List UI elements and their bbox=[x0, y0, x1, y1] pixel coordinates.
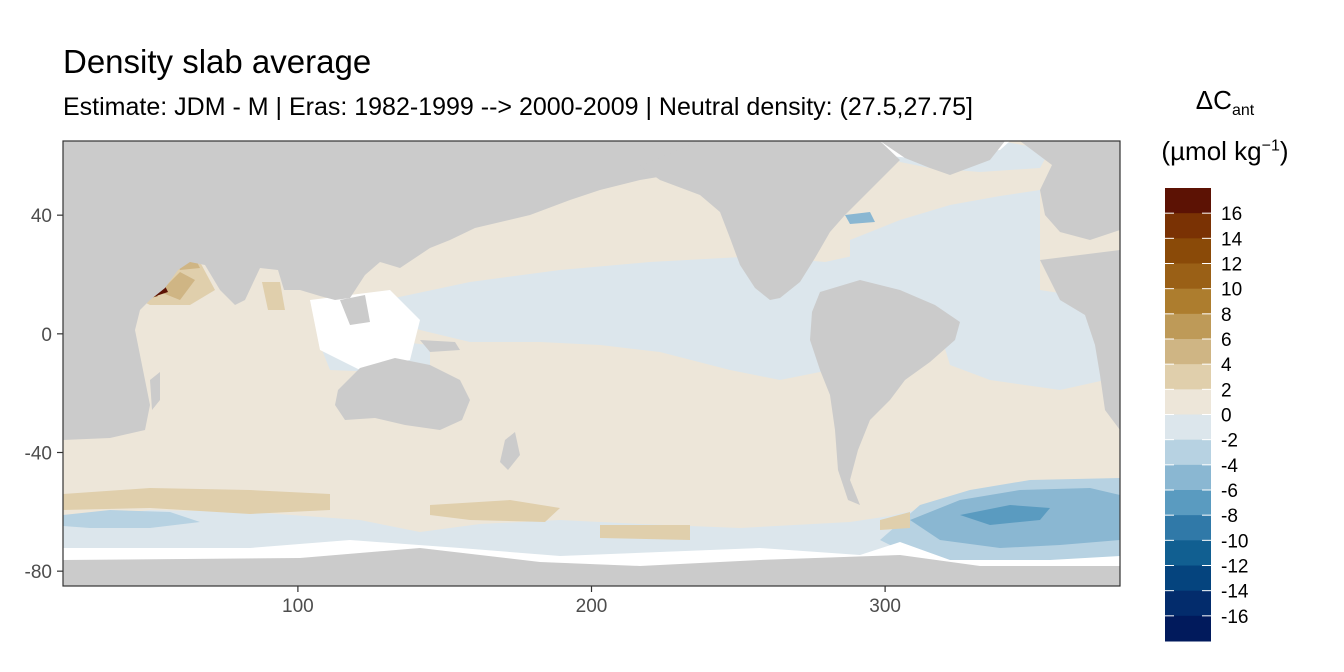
southwest-indian-zone bbox=[63, 510, 200, 528]
legend-label: -14 bbox=[1221, 582, 1249, 603]
legend-color-bin bbox=[1165, 188, 1211, 214]
legend-label: 14 bbox=[1221, 229, 1243, 250]
legend-color-bin bbox=[1165, 364, 1211, 390]
legend-label: 4 bbox=[1221, 355, 1232, 376]
y-tick-label: -80 bbox=[25, 562, 52, 583]
legend-color-bin bbox=[1165, 565, 1211, 592]
legend-title-symbol: ΔC bbox=[1195, 85, 1232, 115]
north-atlantic-zone bbox=[850, 190, 1040, 262]
legend-label: -12 bbox=[1221, 557, 1248, 578]
legend-title-unit: (µmol kg bbox=[1161, 136, 1262, 166]
legend-label: 8 bbox=[1221, 305, 1232, 326]
legend-label: -2 bbox=[1221, 431, 1238, 452]
legend-label: 16 bbox=[1221, 204, 1242, 225]
legend-color-bin bbox=[1165, 464, 1211, 491]
australia-land bbox=[335, 358, 470, 430]
greenland-land bbox=[880, 141, 1005, 175]
new-guinea-land bbox=[420, 340, 460, 352]
legend-label: -16 bbox=[1221, 607, 1248, 628]
legend-color-bin bbox=[1165, 515, 1211, 541]
legend-color-bin bbox=[1165, 490, 1211, 516]
europe-land bbox=[1020, 141, 1120, 240]
legend-label: -4 bbox=[1221, 456, 1238, 477]
y-tick-label: -40 bbox=[25, 444, 52, 465]
legend-color-bin bbox=[1165, 313, 1211, 340]
legend-label: 10 bbox=[1221, 280, 1242, 301]
south-atlantic-zone bbox=[930, 290, 1105, 390]
legend-color-bin bbox=[1165, 238, 1211, 264]
new-zealand-land bbox=[500, 432, 520, 470]
y-tick-label: 40 bbox=[31, 206, 52, 227]
ross-sea-tan-zone bbox=[600, 525, 690, 540]
land-masses bbox=[63, 141, 1120, 586]
legend-label: -8 bbox=[1221, 506, 1238, 527]
legend-title-subscript: ant bbox=[1231, 102, 1255, 120]
indonesia-no-data bbox=[310, 290, 420, 370]
southern-ocean-tan-zone bbox=[63, 488, 330, 514]
africa-eurasia-land bbox=[63, 141, 800, 440]
legend-color-bin bbox=[1165, 439, 1211, 466]
legend-label: 6 bbox=[1221, 330, 1232, 351]
north-america-land bbox=[640, 141, 900, 300]
x-tick-label: 100 bbox=[282, 596, 314, 617]
bay-of-bengal-zone bbox=[262, 282, 285, 310]
ocean-positive-4-zone bbox=[63, 262, 910, 540]
south-america-land bbox=[810, 280, 960, 505]
map-panel bbox=[63, 141, 1120, 586]
weddell-deep-zone bbox=[960, 505, 1050, 525]
madagascar-land bbox=[150, 372, 160, 410]
legend-color-bin bbox=[1165, 263, 1211, 290]
legend-title-superscript: −1 bbox=[1261, 137, 1280, 155]
legend-color-bin bbox=[1165, 414, 1211, 441]
x-tick-label: 200 bbox=[576, 596, 608, 617]
legend-color-bin bbox=[1165, 213, 1211, 239]
chart-subtitle: Estimate: JDM - M | Eras: 1982-1999 --> … bbox=[63, 93, 973, 121]
south-pacific-tan-zone bbox=[430, 500, 560, 522]
x-tick-label: 300 bbox=[869, 596, 901, 617]
antarctica-land bbox=[63, 548, 1120, 586]
legend-label: -6 bbox=[1221, 481, 1238, 502]
y-tick-label: 0 bbox=[41, 325, 52, 346]
legend-title-line1: ΔCant bbox=[1150, 85, 1300, 120]
borneo-land bbox=[340, 295, 370, 325]
labrador-zone bbox=[845, 212, 875, 224]
legend-title-close: ) bbox=[1279, 136, 1289, 166]
legend-label: -10 bbox=[1221, 531, 1248, 552]
chart-title: Density slab average bbox=[63, 43, 372, 80]
legend-title-line2: (µmol kg−1) bbox=[1150, 136, 1300, 167]
legend-label: 0 bbox=[1221, 406, 1232, 427]
legend-color-bin bbox=[1165, 590, 1211, 617]
legend-color-bin bbox=[1165, 288, 1211, 315]
south-atlantic-tan-zone bbox=[880, 512, 910, 530]
legend-label: 2 bbox=[1221, 380, 1232, 401]
legend-color-bin bbox=[1165, 540, 1211, 566]
ocean-negative-8-zone bbox=[960, 505, 1050, 525]
legend: 16 14 12 10 8 6 4 2 0 -2 -4 -6 -8 -10 -12 -14 -16 bbox=[1165, 188, 1249, 642]
legend-label: 12 bbox=[1221, 255, 1242, 276]
legend-color-bin bbox=[1165, 615, 1211, 642]
legend-color-bin bbox=[1165, 339, 1211, 365]
legend-color-bin bbox=[1165, 389, 1211, 415]
west-africa-land bbox=[1040, 250, 1120, 430]
gulf-of-aden-zone bbox=[160, 272, 195, 300]
